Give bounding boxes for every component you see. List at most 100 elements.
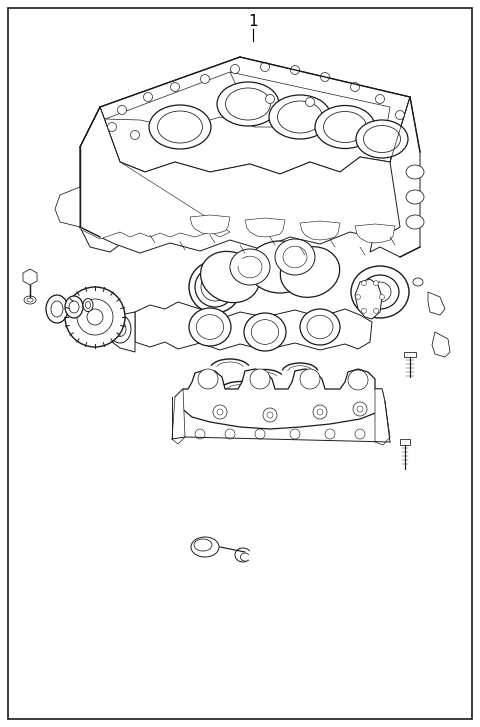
Ellipse shape [196, 315, 224, 340]
Polygon shape [135, 302, 372, 350]
Circle shape [170, 82, 180, 92]
Polygon shape [375, 389, 390, 445]
Ellipse shape [406, 190, 424, 204]
Circle shape [87, 309, 103, 325]
Circle shape [250, 369, 270, 389]
Polygon shape [80, 107, 145, 252]
Ellipse shape [307, 316, 333, 339]
Circle shape [255, 429, 265, 439]
Circle shape [300, 369, 320, 389]
Polygon shape [100, 57, 410, 174]
Polygon shape [108, 312, 135, 352]
Ellipse shape [300, 309, 340, 345]
Polygon shape [175, 369, 385, 429]
Polygon shape [355, 224, 395, 243]
Circle shape [357, 406, 363, 412]
Circle shape [217, 409, 223, 415]
Polygon shape [404, 352, 416, 357]
Polygon shape [55, 187, 80, 227]
Circle shape [290, 429, 300, 439]
Circle shape [375, 95, 384, 103]
Polygon shape [245, 218, 285, 237]
Ellipse shape [83, 299, 93, 311]
Circle shape [263, 408, 277, 422]
Circle shape [77, 299, 113, 335]
Circle shape [356, 294, 360, 300]
Ellipse shape [217, 82, 279, 126]
Polygon shape [105, 72, 275, 129]
Circle shape [321, 73, 329, 81]
Circle shape [380, 294, 384, 300]
Ellipse shape [191, 537, 219, 557]
Polygon shape [370, 97, 420, 257]
Ellipse shape [65, 296, 83, 318]
Circle shape [131, 131, 140, 140]
Circle shape [348, 370, 368, 390]
Circle shape [290, 65, 300, 74]
Circle shape [353, 402, 367, 416]
Circle shape [195, 429, 205, 439]
Text: 1: 1 [248, 15, 258, 30]
Circle shape [65, 287, 125, 347]
Ellipse shape [24, 296, 36, 304]
Polygon shape [23, 269, 37, 285]
Circle shape [361, 281, 367, 286]
Ellipse shape [413, 278, 423, 286]
Circle shape [198, 369, 218, 389]
Circle shape [261, 63, 269, 71]
Ellipse shape [149, 105, 211, 149]
Polygon shape [80, 107, 230, 239]
Ellipse shape [324, 111, 367, 142]
Ellipse shape [189, 308, 231, 346]
Ellipse shape [69, 301, 79, 313]
Ellipse shape [230, 249, 270, 285]
Ellipse shape [109, 315, 131, 343]
Polygon shape [190, 215, 230, 234]
Polygon shape [172, 389, 185, 444]
Ellipse shape [275, 239, 315, 275]
Ellipse shape [195, 267, 235, 307]
Circle shape [108, 123, 117, 132]
Ellipse shape [226, 88, 271, 120]
Circle shape [325, 429, 335, 439]
Ellipse shape [46, 295, 68, 323]
Ellipse shape [114, 321, 126, 337]
Polygon shape [100, 157, 400, 253]
Ellipse shape [201, 252, 260, 302]
Polygon shape [230, 72, 390, 137]
Ellipse shape [189, 261, 241, 313]
Circle shape [144, 92, 153, 102]
Ellipse shape [269, 95, 331, 139]
Circle shape [265, 95, 275, 103]
Circle shape [230, 65, 240, 73]
Ellipse shape [85, 302, 91, 308]
Circle shape [213, 405, 227, 419]
Ellipse shape [315, 105, 375, 148]
Ellipse shape [157, 111, 203, 143]
Circle shape [118, 105, 127, 114]
Ellipse shape [238, 256, 262, 278]
Circle shape [373, 308, 379, 313]
Ellipse shape [361, 275, 399, 309]
Ellipse shape [277, 101, 323, 133]
Ellipse shape [280, 246, 340, 297]
Polygon shape [355, 279, 382, 319]
Circle shape [305, 97, 314, 106]
Circle shape [361, 308, 367, 313]
Ellipse shape [406, 165, 424, 179]
Ellipse shape [51, 301, 63, 317]
Circle shape [396, 111, 405, 119]
Ellipse shape [252, 320, 279, 345]
Circle shape [350, 82, 360, 92]
Circle shape [355, 429, 365, 439]
Circle shape [201, 74, 209, 84]
Ellipse shape [201, 273, 229, 301]
Ellipse shape [406, 215, 424, 229]
Ellipse shape [248, 241, 312, 293]
Ellipse shape [27, 298, 33, 302]
Ellipse shape [351, 266, 409, 318]
Circle shape [267, 412, 273, 418]
Ellipse shape [369, 282, 391, 302]
Ellipse shape [283, 246, 307, 268]
Polygon shape [400, 439, 410, 445]
